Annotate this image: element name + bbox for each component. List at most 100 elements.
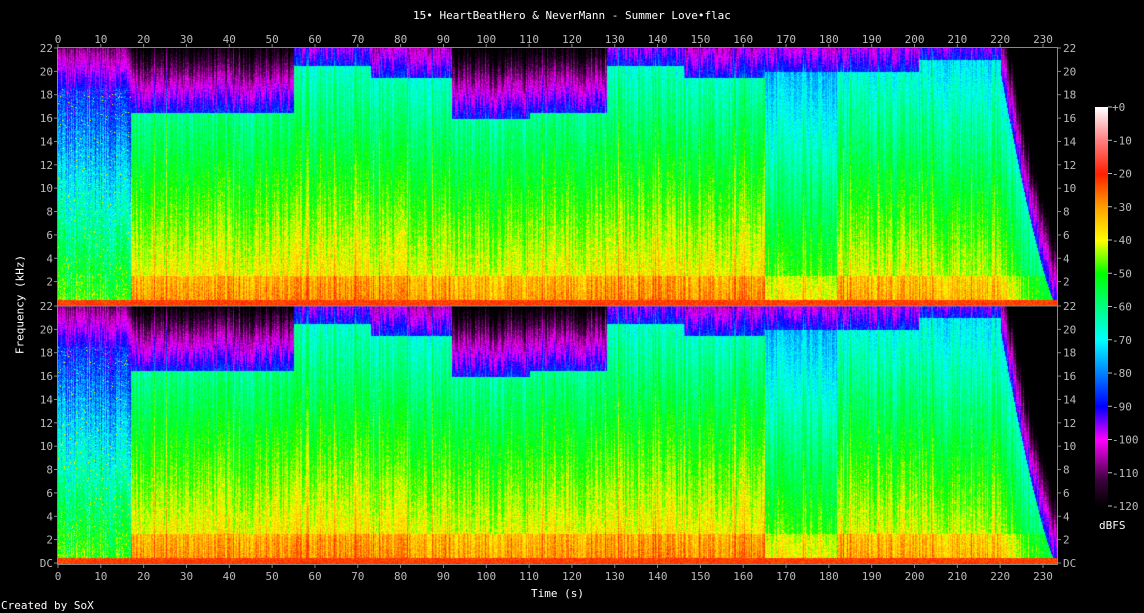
x-tick-label-bottom: 190: [862, 570, 882, 583]
x-tick-label-top: 40: [223, 33, 236, 46]
y-tick-label-right: 18: [1063, 89, 1076, 102]
x-tick-label-top: 200: [905, 33, 925, 46]
y-tick-label-right: 10: [1063, 182, 1076, 195]
y-tick-label-right: DC: [1063, 557, 1076, 570]
x-tick-label-top: 130: [605, 33, 625, 46]
x-tick-label-bottom: 180: [819, 570, 839, 583]
y-tick-label-left: DC: [40, 557, 53, 570]
y-tick-label-right: 16: [1063, 112, 1076, 125]
y-tick-label-right: 20: [1063, 323, 1076, 336]
colorbar-tick-label: -90: [1112, 400, 1132, 413]
x-tick-label-bottom: 40: [223, 570, 236, 583]
x-tick-label-bottom: 110: [519, 570, 539, 583]
x-tick-label-top: 10: [94, 33, 107, 46]
x-tick-label-bottom: 150: [690, 570, 710, 583]
y-tick-label-right: 8: [1063, 206, 1070, 219]
x-tick-label-bottom: 10: [94, 570, 107, 583]
y-tick-label-left: 6: [46, 229, 53, 242]
y-tick-label-right: 14: [1063, 135, 1077, 148]
x-tick-label-bottom: 230: [1033, 570, 1053, 583]
x-tick-label-top: 180: [819, 33, 839, 46]
footer-credit: Created by SoX: [1, 599, 94, 612]
y-tick-label-left: 12: [40, 417, 53, 430]
y-tick-label-right: 4: [1063, 510, 1070, 523]
colorbar-tick-label: +0: [1112, 101, 1125, 114]
x-tick-label-top: 230: [1033, 33, 1053, 46]
x-tick-label-bottom: 210: [947, 570, 967, 583]
x-tick-label-bottom: 200: [905, 570, 925, 583]
x-tick-label-bottom: 170: [776, 570, 796, 583]
y-tick-label-left: 14: [40, 393, 54, 406]
x-tick-label-top: 70: [351, 33, 364, 46]
x-tick-label-top: 160: [733, 33, 753, 46]
x-tick-label-bottom: 220: [990, 570, 1010, 583]
x-tick-label-bottom: 100: [476, 570, 496, 583]
y-tick-label-left: 20: [40, 65, 53, 78]
colorbar-tick-label: -60: [1112, 301, 1132, 314]
x-tick-label-bottom: 60: [308, 570, 321, 583]
x-tick-label-top: 120: [562, 33, 582, 46]
y-tick-label-right: 22: [1063, 42, 1076, 55]
x-tick-label-top: 100: [476, 33, 496, 46]
colorbar-label: dBFS: [1099, 519, 1126, 532]
colorbar-tick-label: -120: [1112, 500, 1139, 513]
colorbar-tick-label: -70: [1112, 334, 1132, 347]
y-tick-label-left: 4: [46, 252, 53, 265]
x-tick-label-bottom: 140: [648, 570, 668, 583]
y-tick-label-right: 14: [1063, 393, 1077, 406]
x-tick-label-top: 220: [990, 33, 1010, 46]
y-tick-label-left: 4: [46, 510, 53, 523]
x-tick-label-bottom: 0: [55, 570, 62, 583]
y-tick-label-right: 8: [1063, 464, 1070, 477]
colorbar-tick-label: -110: [1112, 467, 1139, 480]
x-tick-label-bottom: 20: [137, 570, 150, 583]
colorbar-tick-label: -40: [1112, 234, 1132, 247]
x-tick-label-bottom: 130: [605, 570, 625, 583]
colorbar-tick-label: -20: [1112, 168, 1132, 181]
y-tick-label-left: 2: [46, 534, 53, 547]
y-tick-label-left: 10: [40, 440, 53, 453]
y-tick-label-left: 20: [40, 323, 53, 336]
y-tick-label-right: 16: [1063, 370, 1076, 383]
x-tick-label-bottom: 90: [437, 570, 450, 583]
colorbar-tick-label: -10: [1112, 134, 1132, 147]
x-tick-label-top: 140: [648, 33, 668, 46]
colorbar-tick-label: -80: [1112, 367, 1132, 380]
y-tick-label-right: 20: [1063, 65, 1076, 78]
x-tick-label-bottom: 80: [394, 570, 407, 583]
y-tick-label-left: 10: [40, 182, 53, 195]
x-tick-label-bottom: 70: [351, 570, 364, 583]
x-tick-label-top: 110: [519, 33, 539, 46]
y-tick-label-right: 2: [1063, 276, 1070, 289]
x-tick-label-top: 20: [137, 33, 150, 46]
y-tick-label-left: 6: [46, 487, 53, 500]
x-tick-label-top: 50: [266, 33, 279, 46]
y-tick-label-left: 14: [40, 135, 54, 148]
x-tick-label-top: 80: [394, 33, 407, 46]
y-tick-label-left: 16: [40, 370, 53, 383]
x-tick-label-top: 30: [180, 33, 193, 46]
x-tick-label-bottom: 120: [562, 570, 582, 583]
colorbar: [1095, 107, 1108, 507]
y-tick-label-right: 10: [1063, 440, 1076, 453]
colorbar-tick-label: -50: [1112, 267, 1132, 280]
x-tick-label-bottom: 30: [180, 570, 193, 583]
y-tick-label-right: 12: [1063, 159, 1076, 172]
y-tick-label-right: 4: [1063, 252, 1070, 265]
x-axis-label: Time (s): [531, 587, 584, 600]
x-tick-label-bottom: 50: [266, 570, 279, 583]
y-axis-label: Frequency (kHz): [13, 254, 27, 355]
x-tick-label-top: 60: [308, 33, 321, 46]
y-tick-label-left: 8: [46, 464, 53, 477]
x-tick-label-top: 0: [55, 33, 62, 46]
y-tick-label-left: 18: [40, 89, 53, 102]
y-tick-label-right: 2: [1063, 534, 1070, 547]
chart-title: 15• HeartBeatHero & NeverMann - Summer L…: [413, 9, 731, 22]
x-tick-label-top: 150: [690, 33, 710, 46]
y-tick-label-left: 16: [40, 112, 53, 125]
y-tick-label-left: 2: [46, 276, 53, 289]
y-tick-label-right: 12: [1063, 417, 1076, 430]
colorbar-tick-label: -100: [1112, 434, 1139, 447]
y-tick-label-left: 22: [40, 300, 53, 313]
